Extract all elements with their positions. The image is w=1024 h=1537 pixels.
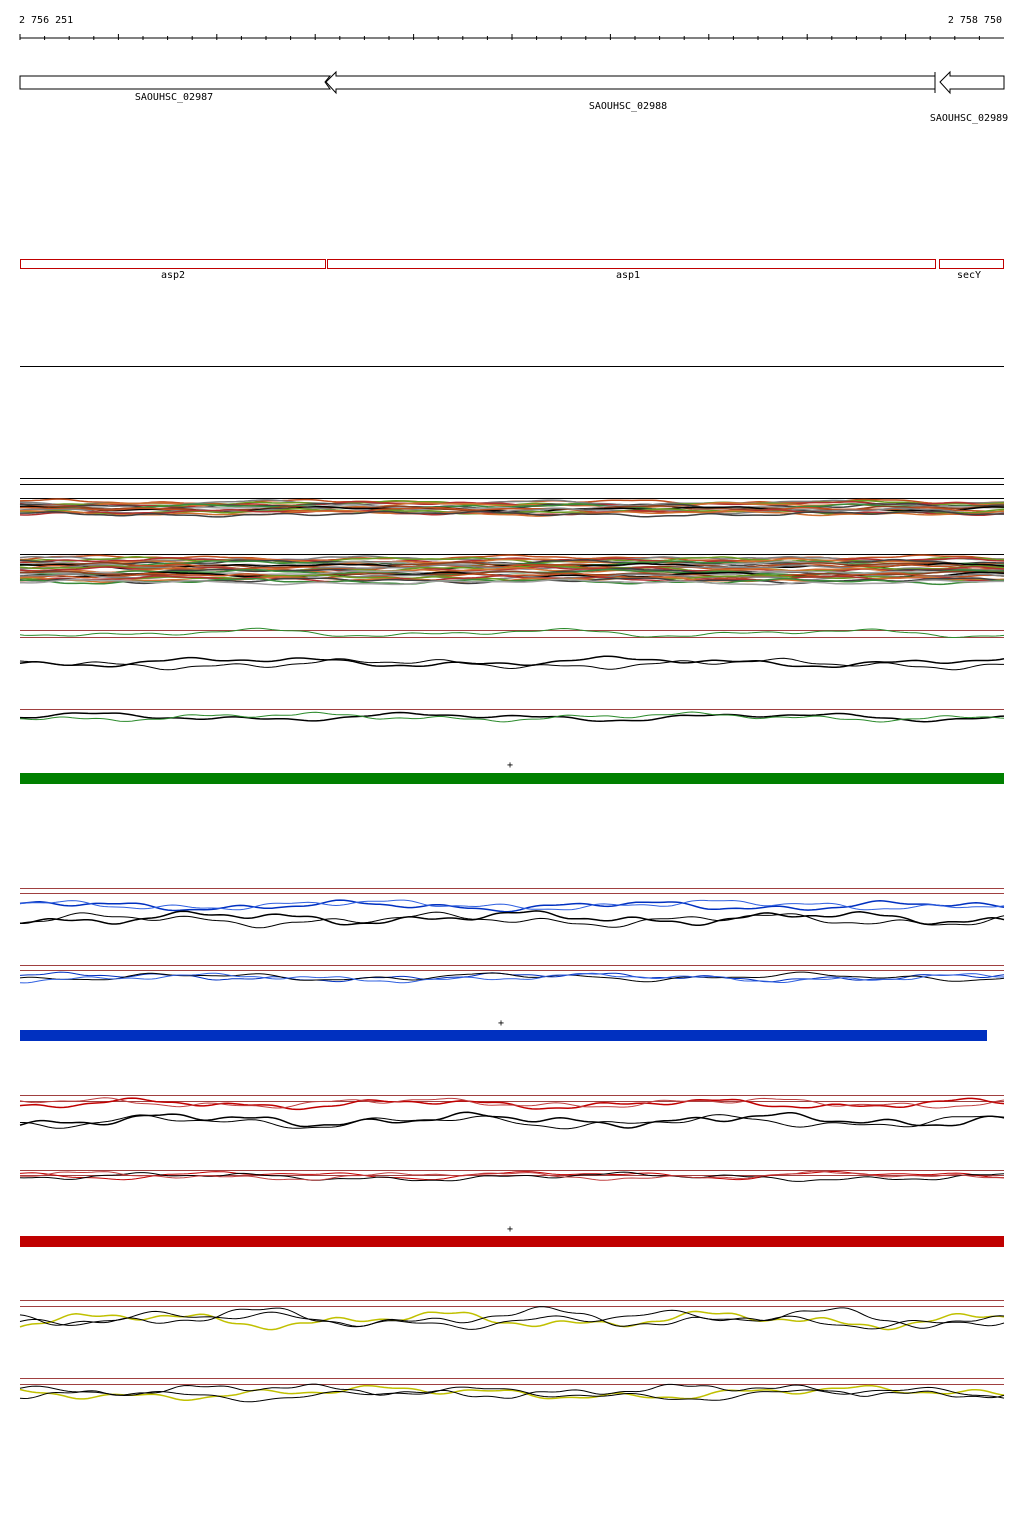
- trace: [19, 911, 1005, 929]
- feature-track: [20, 259, 1004, 269]
- trace: [19, 1170, 1005, 1181]
- trace: [19, 899, 1005, 913]
- trace: [19, 1171, 1005, 1181]
- strand-bar: [20, 1030, 987, 1041]
- trace: [19, 899, 1005, 911]
- gene-label: SAOUHSC_02989: [930, 113, 1008, 124]
- gene-arrow: [325, 70, 936, 95]
- trace: [19, 1309, 1005, 1330]
- ruler-ticks: [19, 34, 980, 40]
- gene-label: SAOUHSC_02988: [589, 101, 667, 112]
- trace: [19, 577, 1005, 586]
- gene-arrow: [939, 70, 1005, 95]
- strand-marker: +: [498, 1018, 504, 1029]
- trace: [19, 1097, 1005, 1109]
- trace: [19, 1111, 1005, 1129]
- coverage-traces: [19, 498, 1005, 1403]
- trace: [20, 510, 1004, 518]
- gene-arrow: [19, 75, 332, 90]
- strand-marker: +: [507, 1224, 513, 1235]
- trace: [20, 563, 1005, 571]
- trace: [19, 578, 1004, 586]
- feature-box: [939, 259, 1004, 269]
- trace: [19, 566, 1004, 575]
- feature-box: [20, 259, 326, 269]
- trace: [20, 910, 1005, 927]
- strand-marker: +: [507, 760, 513, 771]
- ruler-start: 2 756 251: [19, 15, 73, 26]
- feature-label: secY: [957, 270, 981, 281]
- strand-bar: [20, 1236, 1004, 1247]
- trace: [19, 1383, 1005, 1400]
- strand-bar: [20, 773, 1004, 784]
- trace: [19, 711, 1005, 723]
- trace: [19, 557, 1004, 565]
- trace: [19, 657, 1004, 671]
- trace: [19, 971, 1005, 983]
- trace: [19, 655, 1005, 668]
- trace: [19, 575, 1004, 583]
- trace: [19, 711, 1005, 723]
- trace: [20, 1114, 1005, 1130]
- trace: [19, 1171, 1005, 1182]
- trace: [19, 503, 1005, 511]
- trace: [19, 1385, 1005, 1403]
- feature-label: asp1: [616, 270, 640, 281]
- gene-track: [19, 70, 1005, 95]
- trace: [19, 627, 1005, 638]
- feature-label: asp2: [161, 270, 185, 281]
- trace: [19, 1384, 1005, 1401]
- feature-box: [327, 259, 936, 269]
- trace: [19, 566, 1005, 573]
- trace: [19, 509, 1005, 517]
- ruler-end: 2 758 750: [948, 15, 1002, 26]
- trace: [19, 972, 1005, 984]
- trace: [19, 1306, 1005, 1329]
- gene-label: SAOUHSC_02987: [135, 92, 213, 103]
- trace: [19, 1097, 1005, 1111]
